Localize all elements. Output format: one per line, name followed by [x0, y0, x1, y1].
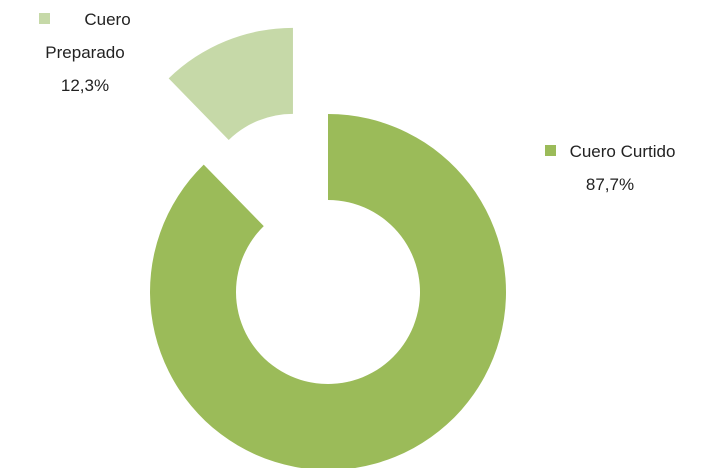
legend-swatch — [544, 145, 556, 156]
legend-swatch — [39, 13, 51, 24]
slice-label: Cuero Preparado 12,3% — [10, 3, 160, 102]
category-label: Cuero Curtido — [569, 142, 676, 161]
slice-label: Cuero Curtido 87,7% — [510, 135, 705, 201]
legend-entry: Cuero Curtido — [510, 135, 705, 168]
value-label: 12,3% — [60, 76, 110, 95]
value-label: 87,7% — [585, 175, 635, 194]
category-label: Cuero Preparado — [45, 10, 131, 62]
slice — [150, 114, 506, 468]
slice — [168, 27, 293, 140]
legend-entry: Cuero Preparado — [10, 3, 160, 69]
